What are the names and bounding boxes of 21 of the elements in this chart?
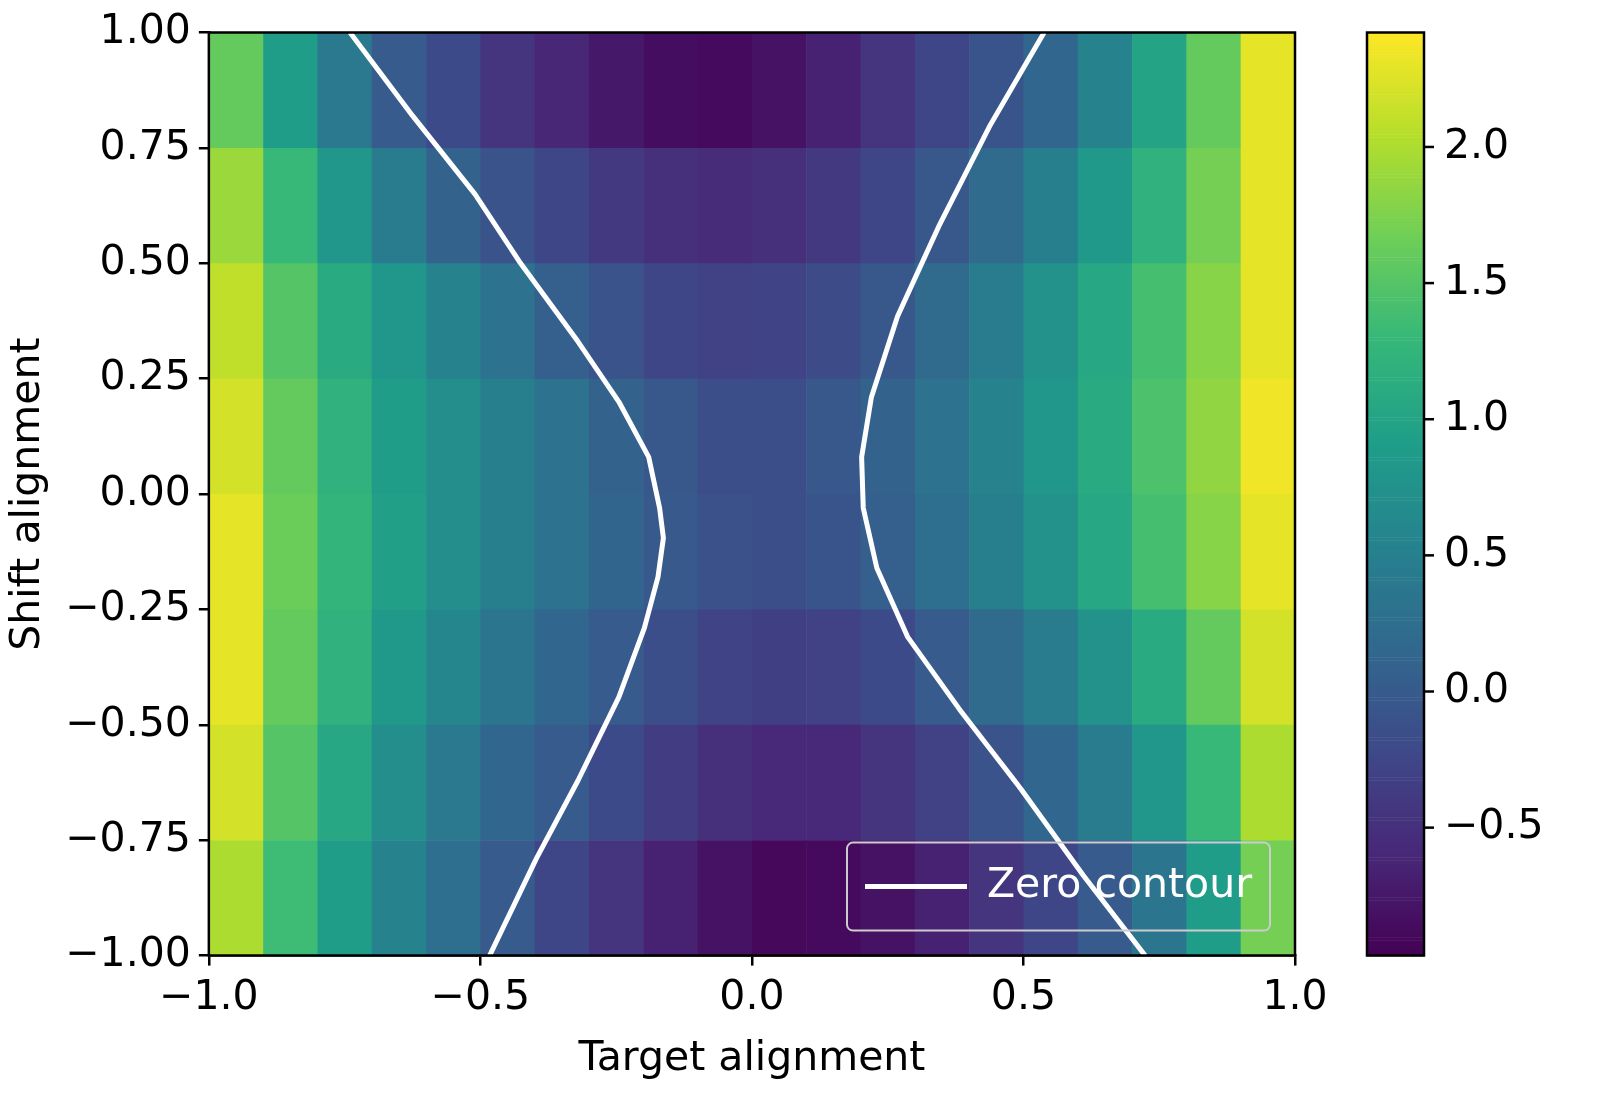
x-tick-label: 1.0 <box>1262 970 1328 1019</box>
y-axis-title: Shift alignment <box>1 337 50 651</box>
y-tick-label: −0.75 <box>65 812 191 861</box>
y-tick-label: −0.25 <box>65 582 191 631</box>
x-tick-label: 0.5 <box>990 970 1057 1019</box>
y-tick-label: 0.75 <box>99 120 191 169</box>
y-tick-label: 0.00 <box>99 466 191 515</box>
color-bar-label: 1.0 <box>1444 391 1510 440</box>
color-bar-label: 0.0 <box>1444 664 1510 713</box>
x-tick-label: 0.0 <box>719 970 785 1019</box>
color-bar-label: −0.5 <box>1444 800 1544 849</box>
y-tick-label: 0.50 <box>99 236 191 285</box>
color-bar-label: 0.5 <box>1444 528 1510 577</box>
color-bar-label: 2.0 <box>1444 119 1510 168</box>
y-tick-label: 0.25 <box>99 351 191 400</box>
legend-label: Zero contour <box>987 859 1253 908</box>
color-bar-label: 1.5 <box>1444 255 1510 304</box>
y-tick-label: 1.00 <box>99 5 191 54</box>
y-tick-label: −0.50 <box>65 697 191 746</box>
x-tick-label: −0.5 <box>430 970 531 1019</box>
x-axis-title: Target alignment <box>577 1032 926 1081</box>
